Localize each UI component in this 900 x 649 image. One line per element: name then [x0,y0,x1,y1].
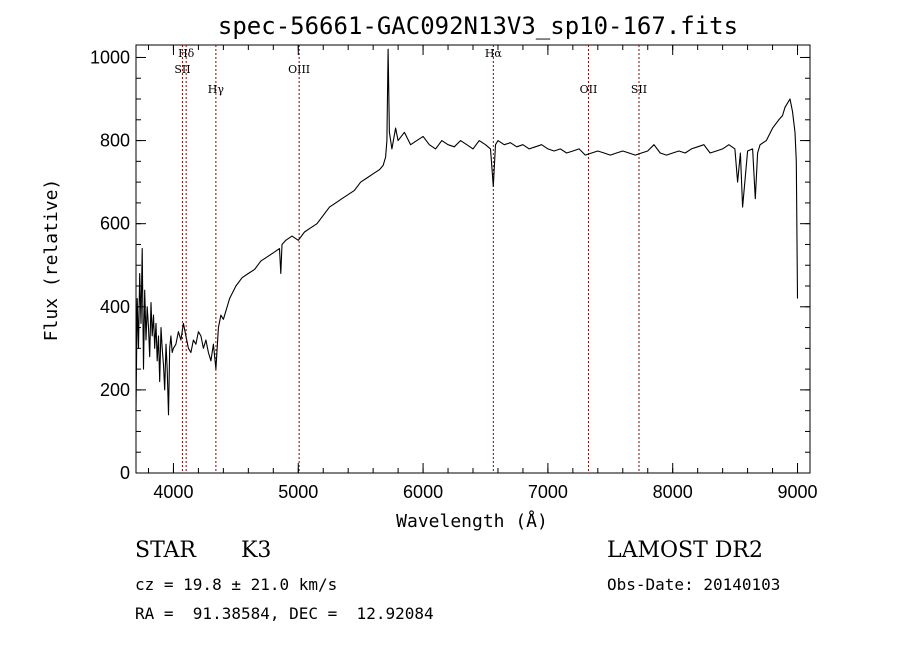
y-tick-label: 600 [100,214,130,234]
object-type: STAR [135,538,196,563]
x-tick-label: 7000 [528,482,568,502]
redshift-velocity: cz = 19.8 ± 21.0 km/s [135,575,338,594]
y-tick-label: 1000 [90,47,130,67]
line-marker-label: SII [631,83,647,96]
line-marker-label: Hα [485,47,503,60]
y-tick-label: 400 [100,297,130,317]
spectrum-line [135,48,799,416]
line-marker-label: OIII [288,63,310,76]
y-tick-label: 200 [100,380,130,400]
object-subclass: K3 [241,538,272,563]
line-marker-label: Hγ [208,83,225,96]
chart-title: spec-56661-GAC092N13V3_sp10-167.fits [218,12,738,40]
x-axis-label: Wavelength (Å) [396,510,548,532]
line-marker-label: OII [580,83,598,96]
x-tick-label: 9000 [777,482,817,502]
x-tick-label: 5000 [278,482,318,502]
coordinates: RA = 91.38584, DEC = 12.92084 [135,604,434,623]
x-tick-label: 8000 [653,482,693,502]
x-tick-label: 4000 [153,482,193,502]
x-tick-label: 6000 [403,482,443,502]
survey-name: LAMOST DR2 [607,538,763,563]
y-axis-label: Flux (relative) [41,179,62,342]
y-tick-label: 800 [100,131,130,151]
observation-date: Obs-Date: 20140103 [607,575,781,594]
y-tick-label: 0 [120,463,130,483]
line-marker-label: Hδ [178,47,195,60]
line-marker-label: SII [174,63,190,76]
plot-frame [135,44,811,474]
